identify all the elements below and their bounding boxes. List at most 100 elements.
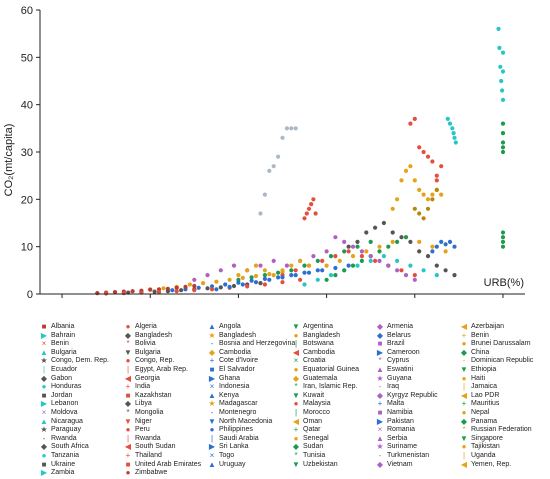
series-1: [500, 121, 506, 249]
legend-marker-icon: +: [377, 399, 383, 409]
legend-marker-icon: ▶: [40, 468, 48, 476]
data-point: [280, 268, 285, 273]
data-point: [218, 268, 223, 273]
series-11: [236, 239, 373, 282]
data-point: [417, 239, 422, 244]
legend-marker-icon: ■: [209, 365, 215, 374]
data-point: [412, 273, 417, 278]
data-point: [306, 263, 312, 268]
legend-marker-icon: ▼: [124, 347, 132, 357]
legend-marker-icon: -: [378, 451, 382, 460]
data-point: [450, 126, 455, 131]
data-point: [452, 244, 457, 249]
legend-label: Morocco: [303, 409, 330, 416]
data-point: [412, 178, 417, 183]
legend-marker-icon: ◀: [292, 347, 300, 357]
series-21: [333, 235, 417, 282]
data-point: [293, 273, 298, 278]
data-point: [430, 244, 435, 249]
data-point: [342, 268, 347, 273]
legend-marker-icon: ▼: [460, 365, 468, 374]
legend-label: Turkmenistan: [387, 452, 430, 459]
data-point: [231, 283, 237, 289]
data-point: [368, 258, 373, 263]
legend-marker-icon: ◀: [124, 373, 132, 383]
legend-label: Russian Federation: [471, 426, 532, 434]
legend-marker-icon: ●: [125, 322, 131, 331]
data-point: [417, 211, 422, 216]
data-point: [425, 206, 431, 211]
data-point: [499, 78, 504, 84]
data-point: [284, 263, 289, 268]
data-point: [434, 187, 439, 192]
legend-marker-icon: ×: [377, 425, 383, 435]
data-point: [293, 126, 298, 131]
data-point: [350, 254, 356, 259]
data-point: [500, 69, 506, 74]
legend-marker-icon: -: [378, 382, 382, 392]
legend-label: Kazakhstan: [135, 391, 172, 399]
data-point: [258, 281, 263, 286]
y-tick-label: 40: [21, 100, 33, 112]
data-point: [130, 289, 135, 294]
legend-marker-icon: ●: [125, 468, 131, 476]
legend-label: Dominican Republic: [471, 357, 534, 365]
legend-marker-icon: ▼: [208, 416, 216, 426]
legend-label: Nicaragua: [51, 417, 83, 425]
data-point: [408, 164, 413, 169]
legend-label: Bangladesh: [219, 331, 256, 339]
legend-label: Bangladesh: [135, 331, 172, 339]
data-point: [328, 273, 334, 278]
legend-label: South Africa: [51, 443, 89, 451]
data-point: [500, 50, 506, 55]
data-point: [500, 149, 506, 155]
data-point: [430, 159, 435, 164]
data-point: [289, 126, 294, 131]
data-point: [434, 244, 439, 249]
data-point: [304, 211, 309, 216]
data-point: [306, 270, 312, 275]
data-point: [324, 249, 329, 254]
data-point: [373, 258, 378, 263]
series-5: [258, 126, 298, 216]
legend-label: Philippines: [219, 426, 253, 434]
chart: 020406080100 0 10 20 30 40 50 60 URB(%) CO₂(mt…: [3, 5, 525, 300]
legend-marker-icon: ▼: [292, 390, 300, 400]
data-point: [214, 287, 219, 292]
legend-label: Azerbaijan: [471, 323, 505, 330]
data-point: [434, 173, 439, 178]
legend-marker-icon: +: [293, 425, 299, 435]
data-point: [156, 290, 162, 295]
y-tick-label: 50: [21, 52, 33, 64]
legend-marker-icon: ×: [41, 408, 47, 417]
legend-marker-icon: ●: [461, 373, 467, 383]
data-point: [267, 277, 272, 282]
legend-label: Rwanda: [51, 434, 77, 442]
data-point: [412, 116, 417, 121]
legend-marker-icon: ◀: [124, 442, 132, 452]
legend-marker-icon: ●: [293, 365, 299, 374]
data-point: [236, 280, 241, 285]
legend-marker-icon: |: [294, 339, 298, 349]
data-point: [192, 288, 197, 293]
legend-label: Bangladesh: [303, 331, 340, 339]
series-6: [302, 197, 318, 221]
legend-marker-icon: ◆: [124, 399, 132, 409]
legend-marker-icon: ◆: [460, 416, 468, 426]
legend-label: Bolivia: [135, 340, 156, 348]
legend-label: United Arab Emirates: [135, 460, 202, 468]
data-point: [403, 273, 409, 278]
data-point: [267, 168, 272, 173]
data-point: [337, 258, 342, 263]
legend-marker-icon: ■: [41, 322, 47, 331]
legend-marker-icon: ×: [41, 339, 47, 349]
data-point: [276, 270, 281, 275]
data-point: [249, 275, 254, 280]
data-point: [359, 254, 364, 259]
data-point: [311, 197, 316, 202]
legend-marker-icon: ■: [377, 339, 383, 349]
data-point: [500, 145, 506, 150]
data-point: [447, 239, 453, 244]
legend-marker-icon: ▶: [40, 330, 48, 340]
data-point: [355, 239, 360, 244]
